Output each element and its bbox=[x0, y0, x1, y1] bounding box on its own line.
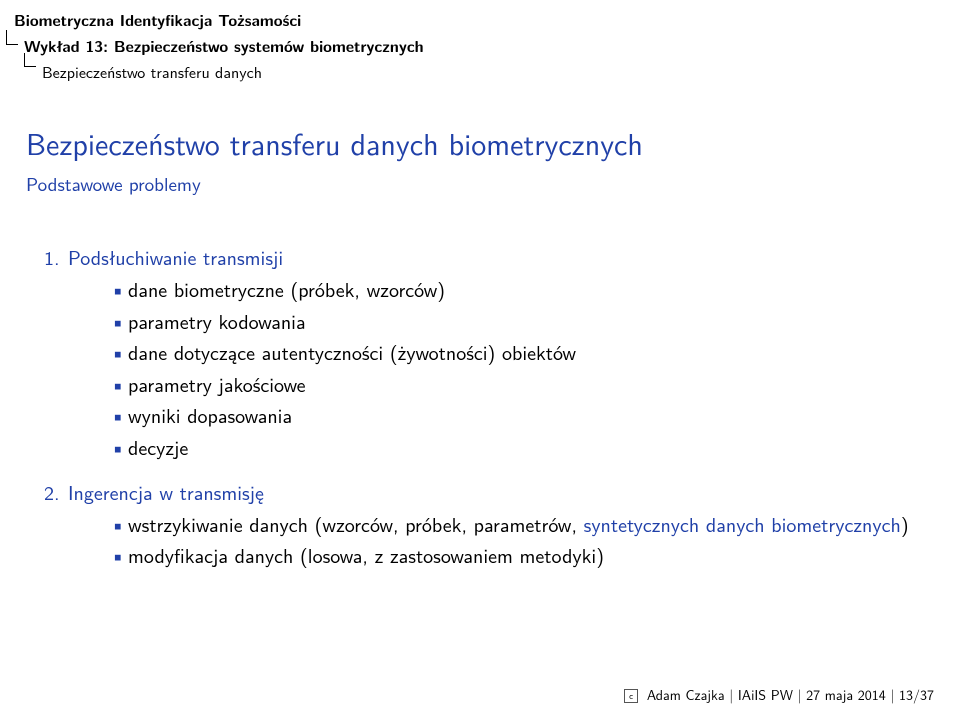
bullet-list-1: •dane biometryczne (próbek, wzorców) •pa… bbox=[44, 276, 916, 462]
bullet-icon: • bbox=[110, 511, 128, 539]
header-course-title: Biometryczna Identyfikacja Tożsamości bbox=[14, 8, 946, 31]
footer-text: Adam Czajka | IAiIS PW | 27 maja 2014 | … bbox=[647, 685, 934, 705]
breadcrumb-header: Biometryczna Identyfikacja Tożsamości Wy… bbox=[0, 0, 960, 87]
list-item: •parametry kodowania bbox=[110, 308, 916, 336]
list-number: 2. bbox=[44, 478, 68, 507]
header-lecture-title: Wykład 13: Bezpieczeństwo systemów biome… bbox=[14, 34, 946, 57]
footer: c Adam Czajka | IAiIS PW | 27 maja 2014 … bbox=[624, 685, 934, 705]
list-number: 1. bbox=[44, 243, 68, 272]
bullet-text: parametry kodowania bbox=[128, 308, 916, 336]
list-item: •dane dotyczące autentyczności (żywotnoś… bbox=[110, 339, 916, 367]
copyright-icon: c bbox=[624, 689, 638, 703]
bullet-icon: • bbox=[110, 308, 128, 336]
bullet-text: modyfikacja danych (losowa, z zastosowan… bbox=[128, 542, 916, 570]
bullet-text: wstrzykiwanie danych (wzorców, próbek, p… bbox=[128, 511, 916, 539]
list-label: Podsłuchiwanie transmisji bbox=[68, 243, 283, 272]
bullet-icon: • bbox=[110, 434, 128, 462]
header-section-title: Bezpieczeństwo transferu danych bbox=[14, 60, 946, 83]
bullet-icon: • bbox=[110, 402, 128, 430]
list-label: Ingerencja w transmisję bbox=[68, 478, 264, 507]
bullet-text: dane biometryczne (próbek, wzorców) bbox=[128, 276, 916, 304]
bullet-text: dane dotyczące autentyczności (żywotnośc… bbox=[128, 339, 916, 367]
list-item: • modyfikacja danych (losowa, z zastosow… bbox=[110, 542, 916, 570]
bullet-icon: • bbox=[110, 371, 128, 399]
bullet-text: parametry jakościowe bbox=[128, 371, 916, 399]
bullet-icon: • bbox=[110, 276, 128, 304]
list-item: •decyzje bbox=[110, 434, 916, 462]
list-item: • wstrzykiwanie danych (wzorców, próbek,… bbox=[110, 511, 916, 539]
bullet-icon: • bbox=[110, 339, 128, 367]
list-item: •dane biometryczne (próbek, wzorców) bbox=[110, 276, 916, 304]
bullet-list-2: • wstrzykiwanie danych (wzorców, próbek,… bbox=[44, 511, 916, 570]
list-item: •parametry jakościowe bbox=[110, 371, 916, 399]
list-item: •wyniki dopasowania bbox=[110, 402, 916, 430]
bullet-icon: • bbox=[110, 542, 128, 570]
page-subtitle: Podstawowe problemy bbox=[0, 169, 960, 227]
content-body: 1. Podsłuchiwanie transmisji •dane biome… bbox=[0, 243, 960, 570]
bullet-text: wyniki dopasowania bbox=[128, 402, 916, 430]
bullet-text: decyzje bbox=[128, 434, 916, 462]
page-title: Bezpieczeństwo transferu danych biometry… bbox=[0, 87, 960, 169]
list-item-1: 1. Podsłuchiwanie transmisji bbox=[44, 243, 916, 272]
list-item-2: 2. Ingerencja w transmisję bbox=[44, 478, 916, 507]
